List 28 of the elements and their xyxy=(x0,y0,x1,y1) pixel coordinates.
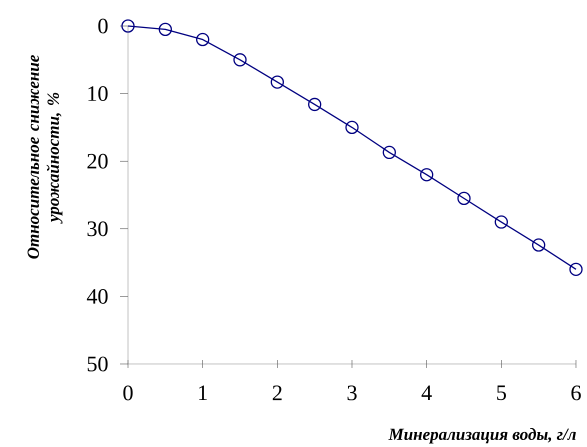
x-tick-label: 3 xyxy=(348,386,357,400)
y-tick-label: 40 xyxy=(86,288,108,304)
point xyxy=(569,262,583,276)
x-tick-label: 1 xyxy=(199,386,207,400)
point xyxy=(270,75,284,89)
point xyxy=(457,192,471,206)
point xyxy=(308,98,322,112)
point xyxy=(121,19,135,33)
x-tick-label: 5 xyxy=(497,386,506,400)
point xyxy=(532,238,546,252)
x-tick-label: 6 xyxy=(571,386,581,400)
x-tick-label: 4 xyxy=(422,386,432,400)
point xyxy=(382,146,396,160)
x-tick-label: 0 xyxy=(123,386,133,400)
y-tick-label: 50 xyxy=(88,356,108,372)
point xyxy=(233,53,247,66)
y-tick-label: 10 xyxy=(88,86,108,102)
point xyxy=(420,168,434,182)
y-axis-title: Относительное снижение урожайности, % xyxy=(28,55,62,259)
x-tick-label: 2 xyxy=(272,386,282,400)
point xyxy=(158,22,172,36)
y-tick-label: 0 xyxy=(98,18,108,34)
point xyxy=(494,215,508,229)
point xyxy=(345,120,359,134)
y-tick-label: 30 xyxy=(88,221,108,236)
point xyxy=(196,32,210,46)
x-axis-title: Минерализация воды, г/л xyxy=(388,428,576,444)
y-tick-label: 20 xyxy=(87,154,108,169)
